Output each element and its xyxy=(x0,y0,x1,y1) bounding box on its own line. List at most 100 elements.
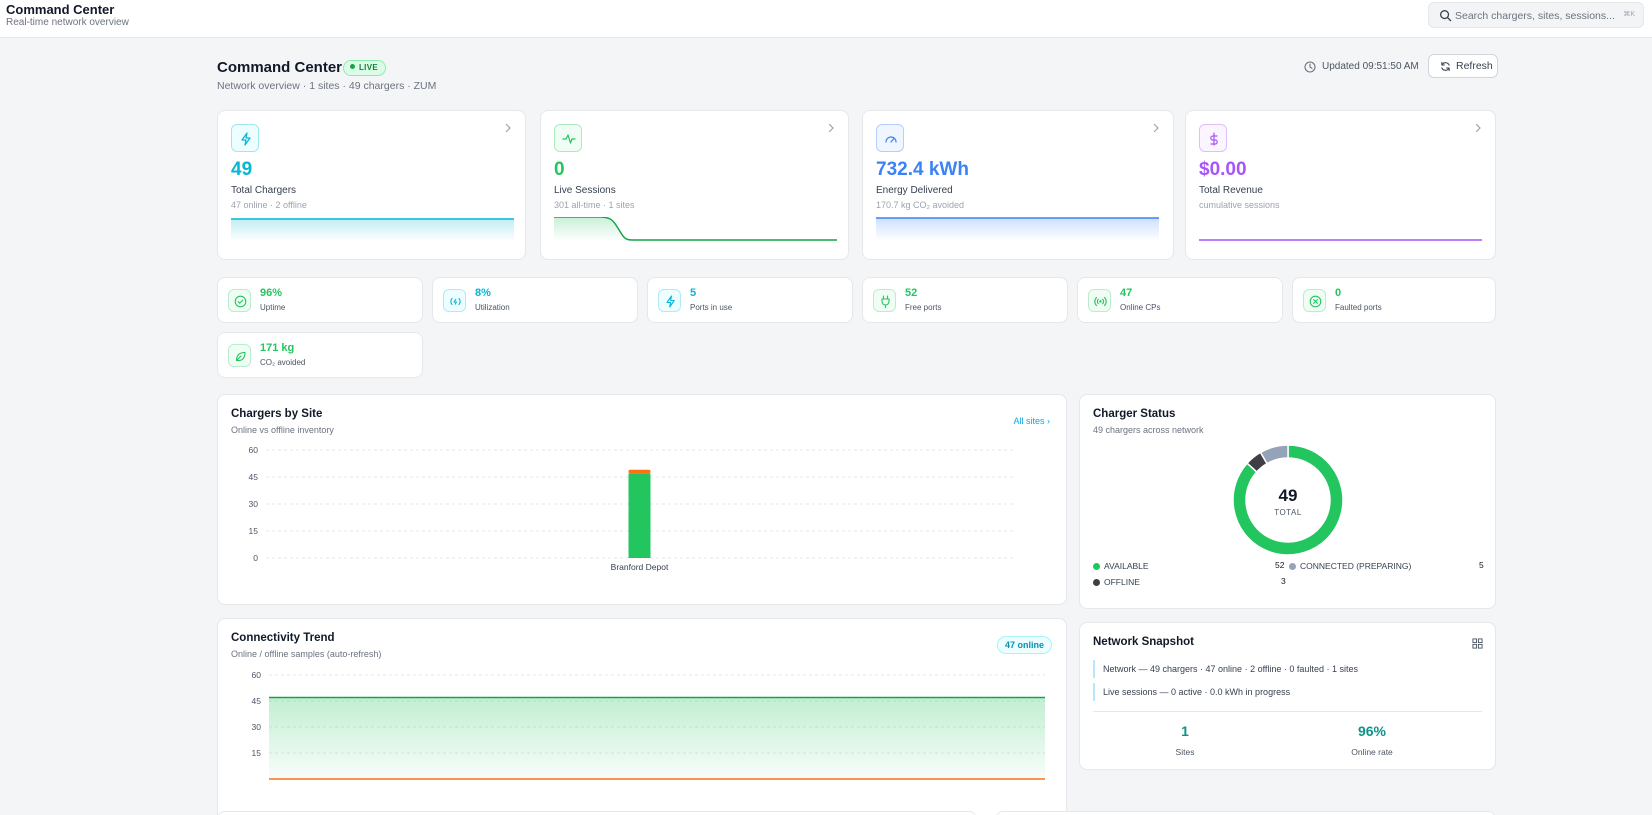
stat-value: 96% xyxy=(260,287,283,299)
legend-dot xyxy=(1289,563,1296,570)
kpi-card-live-sessions[interactable]: 0 Live Sessions 301 all-time · 1 sites xyxy=(540,110,849,260)
kpi-icon-box xyxy=(1199,124,1227,152)
bolt-icon xyxy=(241,132,251,146)
card-subtitle: Online vs offline inventory xyxy=(231,425,334,435)
connectivity-area-chart: 15 30 45 60 xyxy=(252,670,1045,780)
kpi-sparkline xyxy=(1199,239,1482,241)
network-snapshot-card: Network Snapshot Network — 49 chargers ·… xyxy=(1079,622,1496,770)
main-content: Command Center LIVE Network overview · 1… xyxy=(0,38,1652,815)
stat-label: CO₂ avoided xyxy=(260,358,306,367)
stat-faulted-ports: 0 Faulted ports xyxy=(1292,277,1496,323)
y-tick-label: 15 xyxy=(252,748,262,758)
search-input[interactable] xyxy=(1455,7,1615,25)
bolt-icon xyxy=(666,295,675,308)
donut-total-value: 49 xyxy=(1278,486,1298,505)
stat-icon-box xyxy=(1088,289,1111,312)
kpi-icon-box xyxy=(554,124,582,152)
refresh-label: Refresh xyxy=(1456,60,1493,72)
stat-icon-box xyxy=(1303,289,1326,312)
y-tick-label: 15 xyxy=(249,526,259,536)
donut-slice xyxy=(1259,444,1289,465)
kpi-label: Total Chargers xyxy=(231,185,297,196)
kpi-sparkline xyxy=(554,217,837,241)
wireless-charging-icon xyxy=(450,297,461,306)
kpi-value: $0.00 xyxy=(1199,159,1247,180)
legend-available: AVAILABLE xyxy=(1093,561,1149,571)
kpi-sub: 47 online · 2 offline xyxy=(231,200,307,210)
kpi-sub: cumulative sessions xyxy=(1199,200,1280,210)
stat-label: Faulted ports xyxy=(1335,303,1382,312)
stat-online-cps: 47 Online CPs xyxy=(1077,277,1283,323)
card-subtitle: Online / offline samples (auto-refresh) xyxy=(231,649,382,659)
app-title: Command Center xyxy=(6,2,115,17)
kpi-card-total-revenue[interactable]: $0.00 Total Revenue cumulative sessions xyxy=(1185,110,1496,260)
y-tick-label: 45 xyxy=(252,696,262,706)
stat-value: 171 kg xyxy=(260,342,295,354)
clock-icon xyxy=(1304,61,1316,73)
stat-icon-box xyxy=(228,344,251,367)
stat-value: 5 xyxy=(690,287,697,299)
signal-icon xyxy=(1094,296,1107,307)
bottom-card-right xyxy=(995,811,1496,815)
stat-label: Uptime xyxy=(260,303,286,312)
kpi-icon-box xyxy=(876,124,904,152)
chevron-right-icon[interactable] xyxy=(503,123,513,133)
snapshot-sessions-line: Live sessions — 0 active · 0.0 kWh in pr… xyxy=(1093,683,1290,701)
chevron-right-icon[interactable] xyxy=(1473,123,1483,133)
kpi-sub: 170.7 kg CO₂ avoided xyxy=(876,200,965,210)
search-icon xyxy=(1440,10,1452,22)
snapshot-sites-value: 1 xyxy=(1181,723,1189,739)
y-tick-label: 45 xyxy=(249,472,259,482)
charger-status-donut xyxy=(1232,444,1344,556)
kpi-card-energy-delivered[interactable]: 732.4 kWh Energy Delivered 170.7 kg CO₂ … xyxy=(862,110,1174,260)
stat-value: 0 xyxy=(1335,287,1342,299)
legend-value: 52 xyxy=(1275,560,1285,570)
legend-dot xyxy=(1093,563,1100,570)
stat-icon-box xyxy=(873,289,896,312)
y-tick-label: 0 xyxy=(253,553,258,563)
y-tick-label: 30 xyxy=(249,499,259,509)
stat-co2-avoided: 171 kg CO₂ avoided xyxy=(217,332,423,378)
chevron-right-icon[interactable] xyxy=(826,123,836,133)
stat-label: Utilization xyxy=(475,303,510,312)
kpi-label: Energy Delivered xyxy=(876,185,953,196)
updated-time: Updated 09:51:50 AM xyxy=(1304,61,1419,73)
chevron-right-icon[interactable] xyxy=(1151,123,1161,133)
page-title: Command Center xyxy=(217,59,343,76)
kpi-card-total-chargers[interactable]: 49 Total Chargers 47 online · 2 offline xyxy=(217,110,526,260)
kpi-sub: 301 all-time · 1 sites xyxy=(554,200,635,210)
snapshot-online-rate-value: 96% xyxy=(1357,723,1387,739)
stat-uptime: 96% Uptime xyxy=(217,277,423,323)
updated-label: Updated 09:51:50 AM xyxy=(1322,61,1419,72)
page-subtitle: Network overview · 1 sites · 49 chargers… xyxy=(217,80,437,92)
x-circle-icon xyxy=(1309,295,1322,308)
card-title: Connectivity Trend xyxy=(231,632,335,644)
stat-label: Free ports xyxy=(905,303,942,312)
check-circle-icon xyxy=(234,295,247,308)
online-count-pill: 47 online xyxy=(996,636,1052,654)
refresh-button[interactable]: Refresh xyxy=(1428,54,1498,78)
kpi-icon-box xyxy=(231,124,259,152)
y-tick-label: 30 xyxy=(252,722,262,732)
refresh-icon xyxy=(1441,61,1450,72)
global-search[interactable]: ⌘K xyxy=(1428,2,1644,28)
bar-segment xyxy=(628,473,651,558)
search-shortcut: ⌘K xyxy=(1623,11,1635,18)
grid-icon[interactable] xyxy=(1472,638,1483,649)
card-title: Charger Status xyxy=(1093,408,1176,420)
all-sites-link[interactable]: All sites › xyxy=(1013,416,1050,426)
stat-label: Online CPs xyxy=(1120,303,1161,312)
donut-slice xyxy=(1232,444,1344,556)
charger-status-card: Charger Status 49 chargers across networ… xyxy=(1079,394,1496,609)
card-title: Chargers by Site xyxy=(231,408,323,420)
snapshot-sites-label: Sites xyxy=(1175,747,1195,757)
divider xyxy=(1093,711,1482,712)
snapshot-network-line: Network — 49 chargers · 47 online · 2 of… xyxy=(1093,660,1358,678)
stat-value: 47 xyxy=(1120,287,1133,299)
stat-icon-box xyxy=(443,289,466,312)
legend-value: 3 xyxy=(1281,576,1286,586)
kpi-value: 49 xyxy=(231,159,253,180)
stat-value: 8% xyxy=(475,287,491,299)
top-bar: Command Center Real-time network overvie… xyxy=(0,0,1652,38)
legend-offline: OFFLINE xyxy=(1093,577,1140,587)
